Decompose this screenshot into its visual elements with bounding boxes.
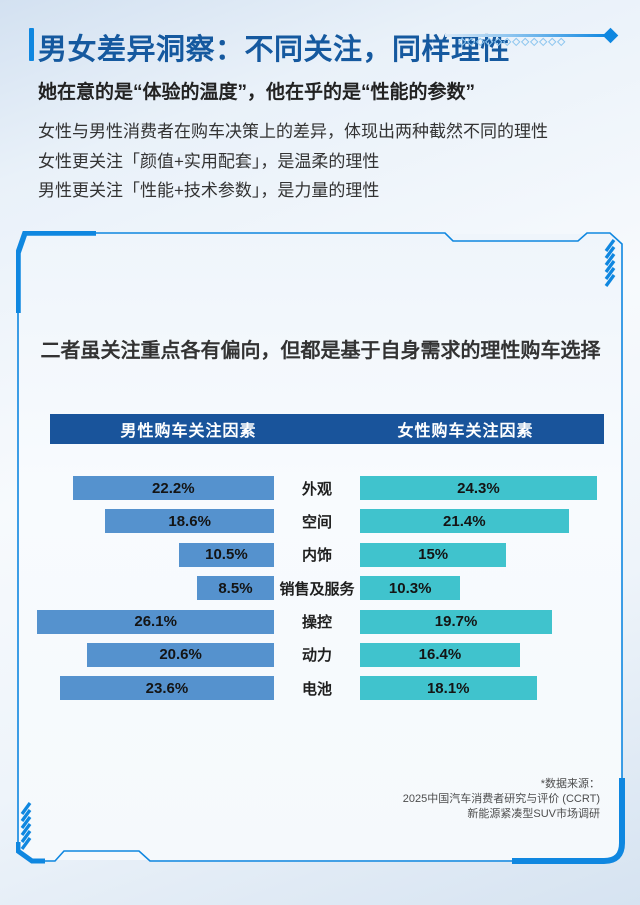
accent-top-left — [16, 231, 96, 313]
chart-card: 二者虽关注重点各有偏向，但都是基于自身需求的理性购车选择 男性购车关注因素 女性… — [16, 231, 625, 866]
category-label: 外观 — [301, 480, 332, 498]
female-bar-zone: 16.4% — [360, 642, 607, 667]
intro-line-3: 男性更关注「性能+技术参数」，是力量的理性 — [38, 181, 380, 200]
male-bar-zone: 23.6% — [35, 676, 274, 701]
male-bar: 26.1% — [37, 609, 274, 634]
category-label: 动力 — [301, 647, 332, 665]
accent-bottom-left — [16, 842, 45, 864]
male-bar: 10.5% — [178, 542, 274, 567]
source-line-2: 2025中国汽车消费者研究与评价 (CCRT) — [402, 793, 600, 805]
card-frame-decoration — [16, 231, 625, 864]
diamond-dot-icon — [475, 37, 485, 47]
intro-line-1: 女性与男性消费者在购车决策上的差异，体现出两种截然不同的理性 — [38, 122, 548, 141]
chart-row: 22.2% 外观 24.3% — [35, 476, 607, 500]
diamond-dot-icon — [538, 37, 548, 47]
card-background — [19, 234, 622, 860]
diamond-dot-icon — [547, 37, 557, 47]
title-decoration-line — [445, 34, 610, 37]
chart-row: 8.5% 销售及服务 10.3% — [35, 576, 607, 601]
female-bar: 15% — [360, 542, 507, 567]
diamond-dot-icon — [484, 37, 494, 47]
diamond-dots-row — [457, 37, 566, 47]
category-label: 空间 — [301, 513, 332, 531]
chart-legend-bar: 男性购车关注因素 女性购车关注因素 — [50, 414, 604, 444]
intro-line-2: 女性更关注「颜值+实用配套」，是温柔的理性 — [38, 151, 380, 171]
female-bar: 21.4% — [360, 509, 569, 534]
chart-row: 20.6% 动力 16.4% — [35, 642, 607, 667]
diamond-dot-icon — [493, 37, 503, 47]
female-bar: 16.4% — [360, 642, 520, 667]
female-bar: 10.3% — [360, 576, 461, 601]
male-bar: 18.6% — [105, 509, 274, 534]
hazard-stripes-top-right-icon — [604, 239, 616, 287]
chart-title: 二者虽关注重点各有偏向，但都是基于自身需求的理性购车选择 — [40, 340, 601, 362]
female-bar: 18.1% — [360, 676, 537, 701]
accent-bottom-right — [512, 778, 625, 864]
female-bar-zone: 24.3% — [360, 476, 607, 500]
male-bar: 23.6% — [59, 676, 274, 701]
chart-row: 10.5% 内饰 15% — [35, 542, 607, 567]
female-bar: 19.7% — [360, 609, 553, 634]
legend-female: 女性购车关注因素 — [397, 423, 534, 440]
diamond-dot-icon — [457, 37, 467, 47]
male-bar: 20.6% — [87, 642, 274, 667]
intro-paragraph: 女性与男性消费者在购车决策上的差异，体现出两种截然不同的理性 女性更关注「颜值+… — [38, 117, 548, 206]
diamond-icon — [602, 27, 619, 44]
chart-row: 26.1% 操控 19.7% — [35, 609, 607, 634]
female-bar-zone: 15% — [360, 542, 607, 567]
page-title: 男女差异洞察：不同关注，同样理性 — [38, 34, 511, 66]
male-bar: 8.5% — [196, 576, 274, 601]
title-accent-bar — [29, 28, 34, 61]
chart-row: 18.6% 空间 21.4% — [35, 509, 607, 534]
category-label: 电池 — [301, 680, 332, 698]
hazard-stripes-bottom-left-icon — [20, 802, 32, 850]
female-bar: 24.3% — [360, 476, 597, 500]
diamond-dot-icon — [520, 37, 530, 47]
diamond-dot-icon — [556, 37, 566, 47]
diamond-dot-icon — [529, 37, 539, 47]
male-bar-zone: 18.6% — [35, 509, 274, 534]
page-subtitle: 她在意的是“体验的温度”，他在乎的是“性能的参数” — [38, 82, 476, 103]
female-bar-zone: 10.3% — [360, 576, 607, 601]
female-bar-zone: 21.4% — [360, 509, 607, 534]
diamond-dot-icon — [502, 37, 512, 47]
legend-male: 男性购车关注因素 — [120, 423, 257, 440]
diamond-dot-icon — [466, 37, 476, 47]
category-label: 内饰 — [301, 547, 332, 565]
male-bar-zone: 20.6% — [35, 642, 274, 667]
male-bar-zone: 8.5% — [35, 576, 274, 601]
diamond-dot-icon — [511, 37, 521, 47]
source-line-3: 新能源紧凑型SUV市场调研 — [467, 808, 600, 820]
male-bar-zone: 22.2% — [35, 476, 274, 500]
category-label: 销售及服务 — [279, 580, 355, 598]
female-bar-zone: 19.7% — [360, 609, 607, 634]
tornado-chart: 22.2% 外观 24.3% 18.6% 空间 21.4% 10.5% 内饰 15% 8.5% 销售… — [35, 476, 607, 701]
data-source-note: *数据来源： 2025中国汽车消费者研究与评价 (CCRT) 新能源紧凑型SUV… — [403, 777, 600, 822]
male-bar-zone: 26.1% — [35, 609, 274, 634]
male-bar: 22.2% — [72, 476, 274, 500]
chart-row: 23.6% 电池 18.1% — [35, 676, 607, 701]
category-label: 操控 — [301, 614, 332, 632]
male-bar-zone: 10.5% — [35, 542, 274, 567]
source-line-1: *数据来源： — [540, 778, 600, 790]
female-bar-zone: 18.1% — [360, 676, 607, 701]
